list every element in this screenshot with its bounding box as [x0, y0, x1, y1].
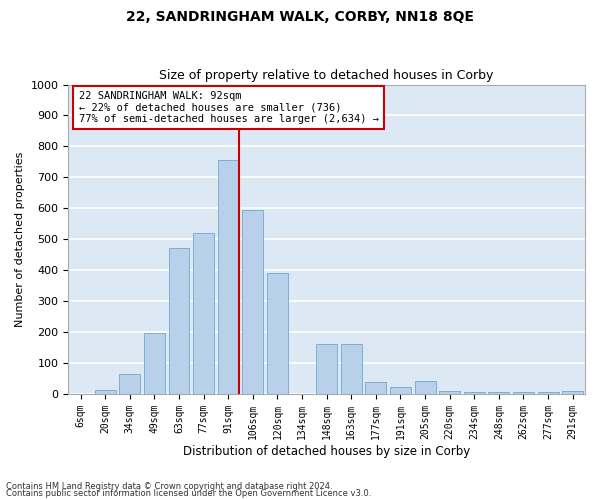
Bar: [144, 332, 165, 394]
X-axis label: Distribution of detached houses by size in Corby: Distribution of detached houses by size …: [183, 444, 470, 458]
Bar: [365, 382, 386, 394]
Text: 22, SANDRINGHAM WALK, CORBY, NN18 8QE: 22, SANDRINGHAM WALK, CORBY, NN18 8QE: [126, 10, 474, 24]
Bar: [488, 392, 509, 394]
Bar: [218, 160, 239, 394]
Text: 22 SANDRINGHAM WALK: 92sqm
← 22% of detached houses are smaller (736)
77% of sem: 22 SANDRINGHAM WALK: 92sqm ← 22% of deta…: [79, 90, 379, 124]
Bar: [169, 248, 190, 394]
Bar: [267, 274, 288, 394]
Bar: [316, 344, 337, 394]
Bar: [341, 344, 362, 394]
Bar: [538, 392, 559, 394]
Bar: [119, 374, 140, 394]
Text: Contains HM Land Registry data © Crown copyright and database right 2024.: Contains HM Land Registry data © Crown c…: [6, 482, 332, 491]
Bar: [513, 392, 534, 394]
Bar: [464, 392, 485, 394]
Title: Size of property relative to detached houses in Corby: Size of property relative to detached ho…: [160, 69, 494, 82]
Bar: [439, 391, 460, 394]
Bar: [193, 233, 214, 394]
Y-axis label: Number of detached properties: Number of detached properties: [15, 152, 25, 327]
Bar: [562, 392, 583, 394]
Bar: [242, 210, 263, 394]
Bar: [390, 387, 411, 394]
Bar: [95, 390, 116, 394]
Bar: [415, 381, 436, 394]
Text: Contains public sector information licensed under the Open Government Licence v3: Contains public sector information licen…: [6, 489, 371, 498]
